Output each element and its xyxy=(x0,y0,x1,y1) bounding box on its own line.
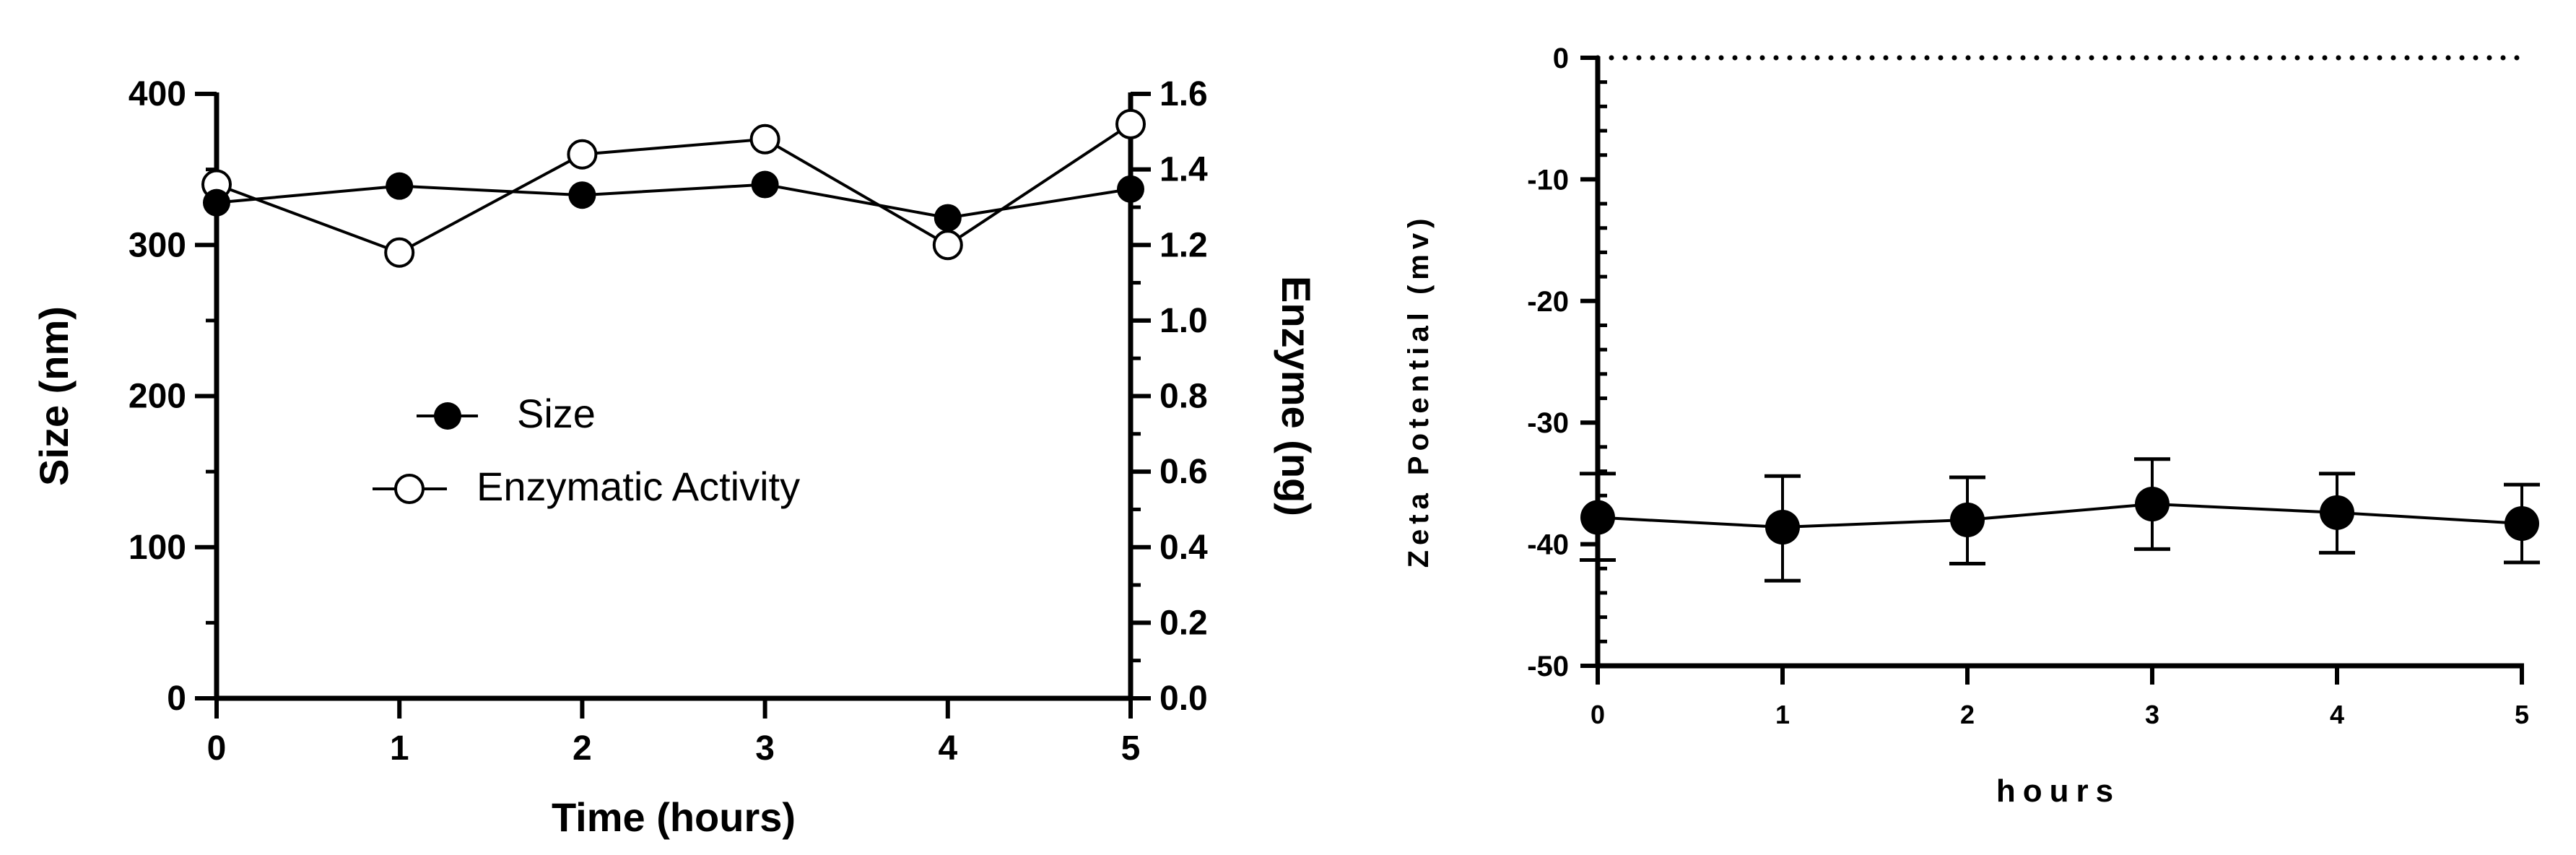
y2-tick-label: 1.6 xyxy=(1159,75,1208,113)
legend-size-label: Size xyxy=(517,391,596,436)
y2-axis-label: Enzyme (ng) xyxy=(1274,276,1319,516)
size-point xyxy=(934,204,962,232)
y2-tick-label: 0.4 xyxy=(1159,529,1208,567)
x-tick-label: 4 xyxy=(2330,700,2344,729)
x-tick-label: 5 xyxy=(2515,700,2529,729)
x-axis-label: hours xyxy=(1996,773,2120,809)
size-point xyxy=(386,172,414,200)
x-tick-label: 5 xyxy=(1121,729,1141,768)
y-axis-label: Size (nm) xyxy=(31,306,77,486)
y-tick-label: -20 xyxy=(1527,286,1569,318)
zeta-potential-point xyxy=(2505,505,2539,541)
enzymatic-activity-point xyxy=(749,123,780,155)
y-tick-label: 400 xyxy=(129,75,186,113)
size-point xyxy=(568,181,596,209)
y2-tick-label: 1.2 xyxy=(1159,226,1208,264)
zeta-potential-point xyxy=(1580,500,1615,535)
y2-tick-label: 0.8 xyxy=(1159,378,1208,416)
zeta-potential-point xyxy=(2135,487,2170,522)
y-tick-label: -40 xyxy=(1527,529,1569,561)
legend-size-marker xyxy=(434,402,461,430)
x-tick-label: 2 xyxy=(1960,700,1975,729)
y2-tick-label: 0.0 xyxy=(1159,680,1208,718)
enzymatic-activity-point xyxy=(1115,108,1146,139)
zeta-potential-point xyxy=(1765,510,1800,545)
y2-tick-label: 0.6 xyxy=(1159,453,1208,491)
x-axis-label: Time (hours) xyxy=(552,794,796,840)
legend-enzymatic-marker xyxy=(394,474,425,504)
y-tick-label: -30 xyxy=(1527,407,1569,439)
y-axis-label: Zeta Potential (mv) xyxy=(1403,214,1435,568)
size-point xyxy=(1117,175,1144,203)
y2-tick-label: 1.4 xyxy=(1159,151,1208,189)
size-point xyxy=(203,188,230,217)
y-tick-label: -50 xyxy=(1527,651,1569,682)
y-tick-label: -10 xyxy=(1527,164,1569,196)
enzymatic-activity-point xyxy=(932,230,963,261)
enzymatic-activity-point xyxy=(567,139,598,170)
y-tick-label: 200 xyxy=(129,378,186,416)
enzymatic-activity-point xyxy=(384,237,415,268)
y-tick-label: 0 xyxy=(1553,43,1569,74)
y2-tick-label: 0.2 xyxy=(1159,604,1208,642)
x-tick-label: 3 xyxy=(755,729,775,768)
size-enzyme-chart: 0 100 200 300 400 0.0 0.2 0.4 0.6 0.8 1.0 1.2 1.4 1.6… xyxy=(31,75,1319,840)
x-tick-label: 1 xyxy=(390,729,409,768)
x-tick-label: 0 xyxy=(207,729,227,768)
enzymatic-activity-line xyxy=(216,123,1132,254)
y2-tick-label: 1.0 xyxy=(1159,302,1208,340)
x-tick-label: 3 xyxy=(2145,700,2159,729)
y-tick-label: 0 xyxy=(167,680,186,718)
y-tick-label: 300 xyxy=(129,226,186,264)
zeta-potential-point xyxy=(1950,502,1985,537)
size-point xyxy=(751,170,779,199)
legend-enzymatic-label: Enzymatic Activity xyxy=(477,464,800,509)
zeta-potential-point xyxy=(2320,495,2354,530)
legend: Size Enzymatic Activity xyxy=(373,391,800,509)
zeta-potential-line xyxy=(1597,503,2523,529)
y-tick-label: 100 xyxy=(129,529,186,567)
x-tick-label: 1 xyxy=(1775,700,1790,729)
x-tick-label: 4 xyxy=(938,729,957,768)
zeta-potential-chart: 0 -10 -20 -30 -40 -50 0 1 2 3 4 5 hours Zeta Potentia… xyxy=(1403,43,2540,809)
x-tick-label: 2 xyxy=(573,729,592,768)
size-line xyxy=(216,183,1131,220)
x-tick-label: 0 xyxy=(1591,700,1605,729)
